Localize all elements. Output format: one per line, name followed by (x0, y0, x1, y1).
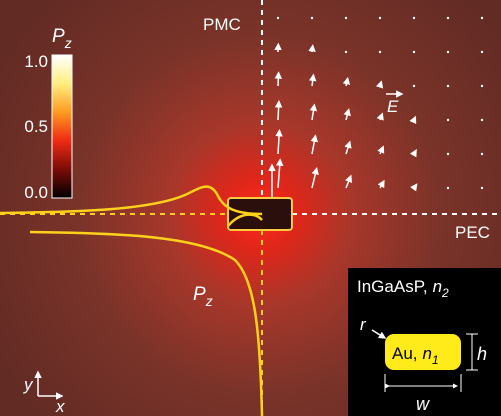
particle: Au, (392, 344, 418, 363)
corner-arrow (371, 329, 387, 339)
au-particle (385, 334, 461, 370)
medium: InGaAsP, (357, 277, 428, 296)
field-vector (275, 128, 283, 155)
field-vector (274, 71, 283, 87)
field-vector (276, 16, 280, 20)
field-vector (446, 186, 450, 190)
subscript: z (205, 293, 213, 309)
field-vector (274, 100, 283, 121)
field-vector (377, 145, 385, 155)
field-vector (376, 112, 384, 121)
field-vector (480, 84, 484, 88)
field-vector (446, 16, 450, 20)
colorbar-tick-label: 0.5 (24, 117, 48, 136)
corner-label: r (360, 315, 367, 334)
y-axis-label: y (23, 375, 34, 394)
field-vector (275, 158, 284, 189)
symbol: P (193, 284, 206, 305)
field-vector (412, 84, 416, 88)
particle-label: Au, n1 (392, 344, 439, 367)
field-vector (375, 80, 384, 89)
symbol: n (423, 344, 432, 363)
field-vector (409, 115, 417, 125)
field-vector (412, 50, 416, 54)
field-vector (377, 179, 385, 189)
width-label: w (416, 394, 430, 414)
colorbar (51, 54, 73, 199)
field-vector (446, 50, 450, 54)
field-vector (378, 16, 382, 20)
field-vector (345, 174, 353, 189)
field-vector (310, 134, 318, 155)
symbol: n (433, 277, 442, 296)
colorbar-tick-label: 1.0 (24, 52, 48, 71)
pz-curve (29, 230, 264, 416)
field-vector (308, 44, 316, 53)
subscript: 2 (441, 286, 449, 300)
field-vector (378, 50, 382, 54)
field-vector (310, 16, 314, 20)
colorbar-tick-label: 0.0 (24, 183, 48, 202)
field-vector (480, 152, 484, 156)
subscript: z (64, 35, 72, 51)
symbol: P (52, 26, 65, 47)
field-vector (308, 73, 317, 87)
field-vector (309, 103, 318, 121)
height-label: h (477, 344, 487, 364)
field-vector (446, 84, 450, 88)
field-vector (480, 118, 484, 122)
field-vector (344, 16, 348, 20)
field-vector (409, 149, 417, 158)
field-vector (480, 186, 484, 190)
field-vector (446, 118, 450, 122)
medium-label: InGaAsP, n2 (357, 277, 449, 300)
subscript: 1 (432, 353, 439, 367)
field-vector (342, 76, 351, 87)
field-vector (480, 50, 484, 54)
pz-curve (227, 213, 263, 227)
field-vector (410, 183, 418, 192)
curve-label: Pz (193, 284, 213, 309)
colorbar-title: Pz (52, 26, 72, 51)
field-vector (344, 140, 352, 155)
x-axis-label: x (55, 397, 65, 416)
field-vector (343, 108, 351, 121)
field-label: E (387, 97, 399, 116)
field-vector (446, 152, 450, 156)
field-vectors (268, 16, 484, 200)
field-vector (412, 16, 416, 20)
pmc-label: PMC (203, 15, 241, 34)
pec-label: PEC (455, 223, 490, 242)
pz-curve (0, 185, 263, 216)
field-vector (344, 50, 348, 54)
field-vector (480, 16, 484, 20)
field-vector (311, 166, 319, 189)
